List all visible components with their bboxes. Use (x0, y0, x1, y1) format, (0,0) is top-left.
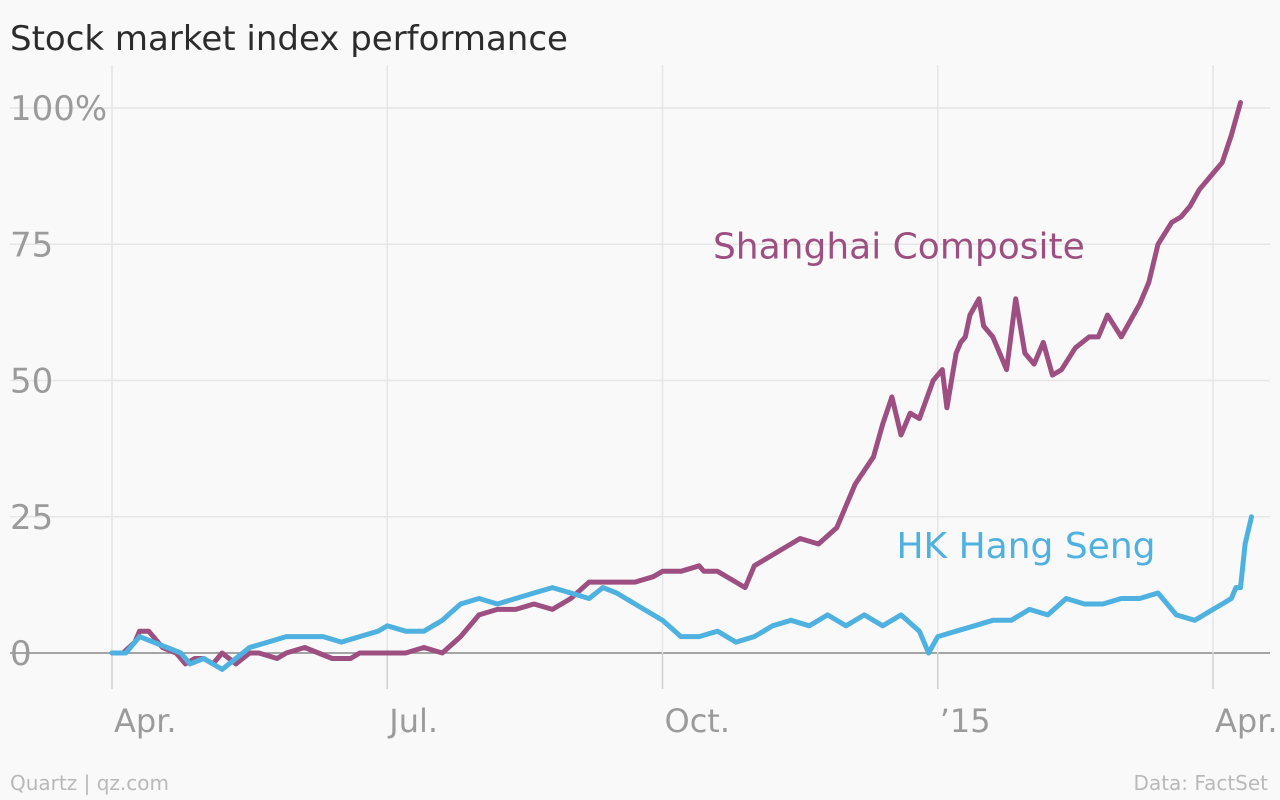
y-tick-label: 25 (10, 498, 53, 538)
series-label-shanghai-composite: Shanghai Composite (713, 226, 1085, 267)
y-tick-label: 100% (10, 89, 107, 129)
chart-title: Stock market index performance (10, 19, 568, 59)
grid (10, 65, 1270, 689)
x-tick-label: ’15 (940, 702, 991, 740)
x-tick-label: Jul. (387, 702, 438, 740)
x-tick-label: Apr. (114, 702, 177, 740)
x-tick-label: Apr. (1215, 702, 1278, 740)
x-axis: Apr. Jul. Oct. ’15 Apr. (114, 702, 1278, 740)
annotations: Shanghai Composite HK Hang Seng (713, 226, 1156, 567)
y-tick-label: 0 (10, 634, 32, 674)
y-tick-label: 75 (10, 225, 53, 265)
series-lines (109, 100, 1254, 672)
y-tick-label: 50 (10, 362, 53, 402)
data-source: Data: FactSet (1134, 771, 1269, 795)
y-axis: 100% 75 50 25 0 (10, 89, 107, 674)
series-label-hk-hang-seng: HK Hang Seng (896, 526, 1155, 567)
x-tick-label: Oct. (665, 702, 731, 740)
source-credit: Quartz | qz.com (10, 771, 169, 795)
series-line-shanghai-composite (109, 100, 1243, 667)
series-line-hk-hang-seng (109, 514, 1254, 672)
